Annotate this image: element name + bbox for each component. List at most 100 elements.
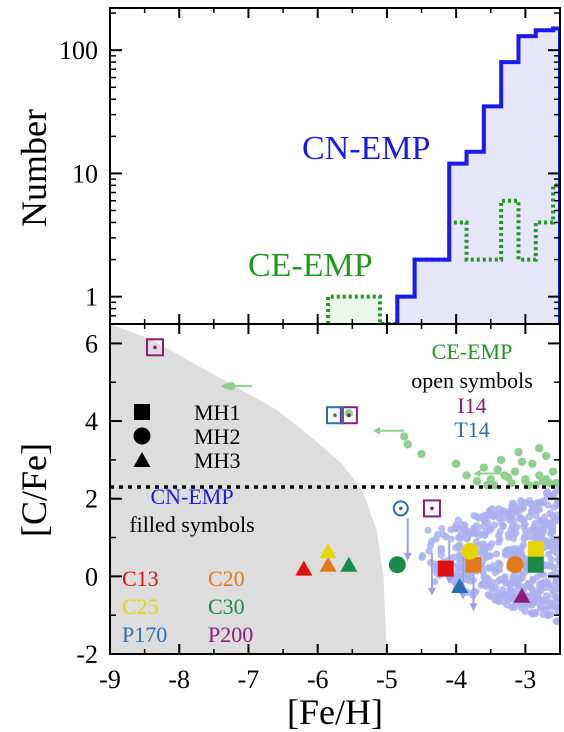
cn-emp-point bbox=[503, 601, 511, 609]
model-label-c25: C25 bbox=[122, 594, 159, 619]
open-symbols-label: open symbols bbox=[411, 368, 533, 393]
xtick-label: -9 bbox=[99, 665, 121, 694]
i14-label: I14 bbox=[457, 393, 486, 418]
cn-emp-point bbox=[552, 574, 560, 582]
cn-emp-point bbox=[502, 547, 510, 555]
ce-emp-point bbox=[451, 459, 461, 468]
cn-emp-point bbox=[492, 550, 501, 558]
ce-emp-point bbox=[472, 477, 482, 486]
cn-emp-point bbox=[489, 562, 497, 570]
cn-emp-point bbox=[513, 577, 521, 585]
cn-emp-point bbox=[527, 583, 535, 592]
cn-emp-point bbox=[427, 541, 435, 550]
model-label-c20: C20 bbox=[208, 566, 245, 591]
model-markers bbox=[295, 541, 544, 603]
observed-open-symbols bbox=[146, 338, 441, 518]
ce-emp-point bbox=[400, 432, 409, 441]
cn-emp-point bbox=[550, 491, 558, 499]
histogram-fill-cn-emp bbox=[397, 28, 560, 324]
cn-emp-point bbox=[526, 500, 534, 508]
model-marker-c13 bbox=[437, 560, 454, 577]
cn-emp-point bbox=[555, 555, 560, 563]
ce-emp-point bbox=[403, 440, 412, 449]
model-marker-c20 bbox=[506, 556, 524, 574]
cn-emp-point bbox=[512, 549, 520, 557]
cn-emp-point bbox=[520, 535, 528, 543]
xtick-label: -5 bbox=[376, 665, 398, 694]
top-ytick-label: 10 bbox=[72, 159, 98, 188]
cn-emp-point bbox=[496, 560, 504, 568]
cn-emp-point bbox=[528, 610, 536, 618]
cn-emp-point bbox=[463, 575, 471, 584]
cn-emp-point bbox=[425, 547, 433, 555]
cn-emp-point bbox=[475, 541, 483, 549]
axis-ticks: 1 10 100 -9 -8 -7 -6 -5 -4 -3 -2 0 2 4 6 bbox=[59, 8, 560, 694]
cn-emp-point bbox=[510, 509, 519, 517]
ce-emp-point bbox=[521, 477, 530, 486]
cn-emp-point bbox=[482, 528, 490, 537]
ce-emp-point bbox=[548, 467, 558, 476]
cn-emp-point bbox=[495, 598, 503, 606]
cn-emp-point bbox=[496, 535, 504, 544]
ce-emp-points bbox=[220, 381, 560, 490]
bottom-xlabel: [Fe/H] bbox=[287, 692, 383, 732]
cn-emp-point bbox=[431, 578, 439, 586]
cn-emp-point bbox=[539, 497, 547, 505]
legend-label-mh3: MH3 bbox=[194, 448, 240, 473]
cn-emp-point bbox=[522, 527, 530, 535]
ce-limit-arrowhead bbox=[373, 426, 381, 435]
ce-emp-point bbox=[535, 444, 544, 453]
top-ylabel: Number bbox=[14, 109, 54, 227]
bottom-ytick-label: 4 bbox=[85, 407, 98, 436]
ce-emp-point bbox=[479, 463, 489, 472]
observed-open-square-t14 bbox=[326, 406, 344, 425]
observed-open-dot bbox=[398, 506, 403, 511]
ce-emp-point bbox=[490, 480, 499, 490]
cn-emp-point bbox=[485, 580, 493, 588]
xtick-label: -7 bbox=[238, 665, 260, 694]
ce-emp-point bbox=[552, 478, 560, 488]
cn-emp-point bbox=[472, 522, 481, 530]
cn-emp-point bbox=[531, 519, 539, 527]
cn-emp-point bbox=[418, 553, 426, 561]
cn-emp-point bbox=[464, 531, 473, 540]
cn-emp-point bbox=[455, 551, 463, 559]
top-histogram-fills bbox=[328, 28, 560, 324]
cn-emp-point bbox=[514, 585, 522, 593]
cn-emp-point bbox=[510, 500, 518, 508]
ce-emp-point bbox=[541, 451, 551, 461]
observed-open-dot bbox=[430, 506, 434, 511]
cn-emp-point bbox=[485, 523, 493, 531]
upper-limit-arrowhead bbox=[427, 587, 436, 596]
ce-emp-point bbox=[496, 455, 506, 465]
cn-emp-point bbox=[553, 585, 560, 593]
forbidden-region-area bbox=[110, 324, 387, 654]
observed-open-dot bbox=[153, 345, 157, 350]
ce-emp-point bbox=[462, 471, 471, 480]
cn-emp-point bbox=[552, 500, 560, 508]
model-marker-p200 bbox=[513, 587, 531, 603]
top-histogram-lines bbox=[326, 26, 560, 324]
xtick-label: -6 bbox=[307, 665, 329, 694]
cn-emp-point bbox=[547, 523, 555, 531]
observed-open-dot bbox=[347, 413, 351, 418]
cn-emp-point bbox=[498, 575, 506, 583]
cn-emp-point bbox=[438, 525, 446, 533]
cn-emp-point bbox=[449, 553, 457, 561]
ce-emp-point bbox=[344, 409, 354, 418]
cn-emp-point bbox=[547, 555, 555, 564]
legend-marker-mh1 bbox=[134, 404, 150, 420]
top-ytick-label: 1 bbox=[85, 283, 98, 312]
observed-open-square-i14 bbox=[422, 499, 441, 518]
cn-emp-point bbox=[554, 486, 560, 494]
top-ytick-label: 100 bbox=[59, 36, 98, 65]
upper-limit-arrowhead bbox=[469, 603, 478, 612]
cn-emp-point bbox=[555, 616, 560, 625]
cn-emp-point bbox=[424, 526, 432, 534]
cn-emp-point bbox=[495, 505, 503, 513]
forbidden-region bbox=[110, 324, 387, 654]
cn-emp-point bbox=[521, 607, 529, 616]
cn-emp-point bbox=[433, 530, 442, 539]
cn-emp-point bbox=[544, 611, 552, 619]
